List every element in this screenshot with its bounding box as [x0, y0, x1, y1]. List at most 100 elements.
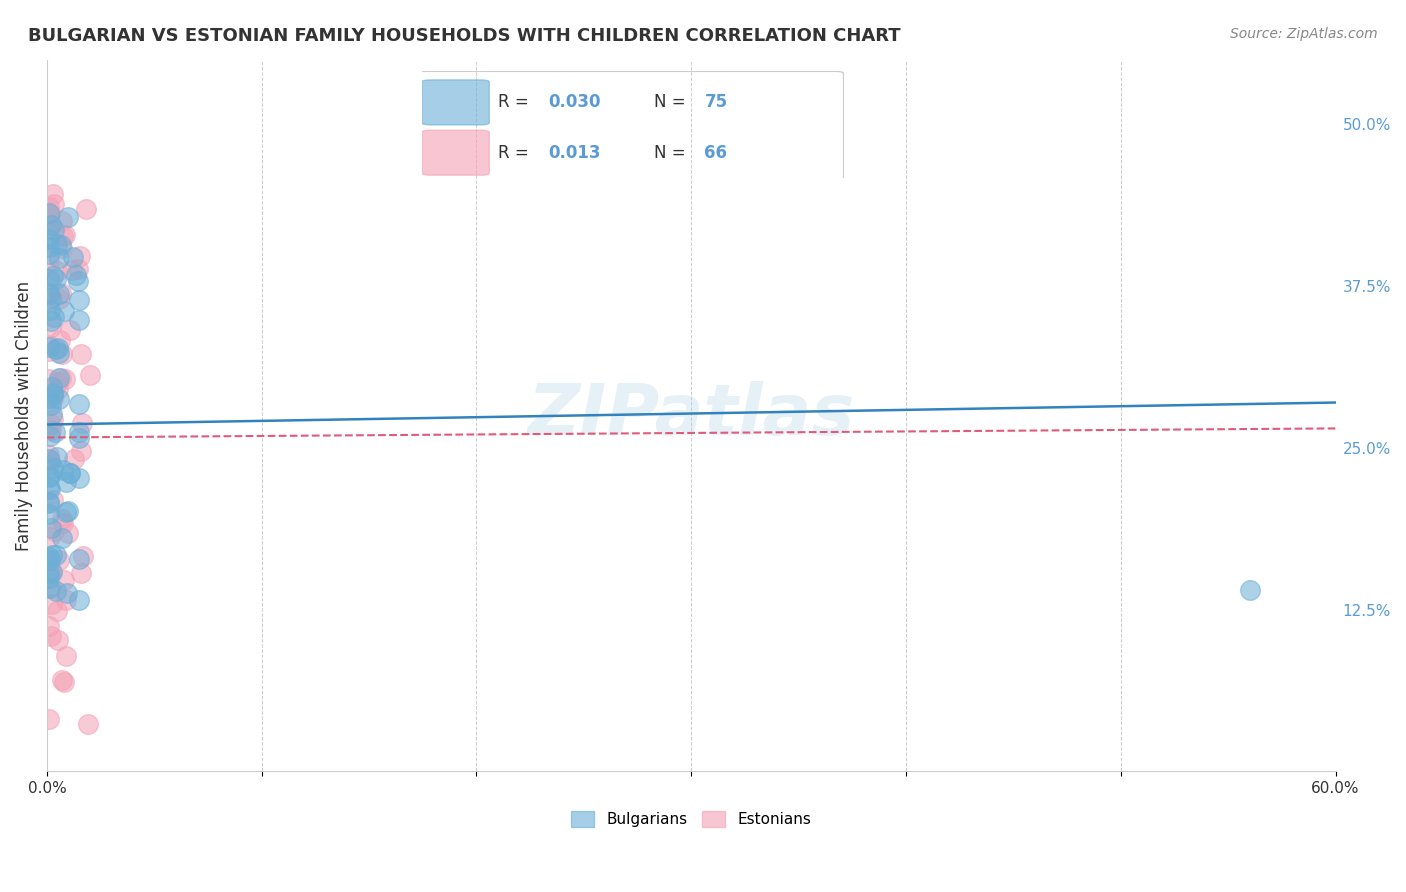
Bulgarians [67, 593, 90, 607]
Estonians [44, 524, 66, 539]
Estonians [46, 264, 69, 278]
Estonians [38, 712, 60, 726]
Estonians [62, 263, 84, 277]
Estonians [41, 412, 63, 426]
Estonians [38, 372, 60, 386]
Bulgarians [38, 340, 60, 354]
Text: R =: R = [498, 144, 534, 161]
Bulgarians [45, 583, 67, 598]
Estonians [52, 674, 75, 689]
Bulgarians [45, 548, 67, 562]
Bulgarians [44, 223, 66, 237]
Bulgarians [67, 471, 90, 485]
Bulgarians [56, 504, 79, 518]
Bulgarians [48, 392, 70, 406]
Bulgarians [41, 291, 63, 305]
Estonians [53, 228, 76, 243]
Bulgarians [38, 246, 60, 260]
Estonians [39, 458, 62, 472]
Estonians [38, 343, 60, 358]
Bulgarians [41, 566, 63, 580]
Estonians [46, 633, 69, 648]
Text: R =: R = [498, 94, 534, 112]
Text: 75: 75 [704, 94, 727, 112]
Bulgarians [41, 388, 63, 402]
Estonians [49, 285, 72, 300]
Bulgarians [38, 470, 60, 484]
Bulgarians [48, 251, 70, 265]
Estonians [38, 254, 60, 268]
Estonians [55, 649, 77, 664]
Estonians [46, 604, 69, 618]
Estonians [41, 597, 63, 611]
Estonians [69, 249, 91, 263]
Estonians [38, 200, 60, 214]
Estonians [63, 452, 86, 467]
Bulgarians [48, 346, 70, 360]
Bulgarians [67, 432, 90, 446]
Bulgarians [38, 286, 60, 301]
Bulgarians [38, 495, 60, 509]
Estonians [79, 368, 101, 383]
Estonians [38, 453, 60, 467]
Estonians [39, 629, 62, 643]
Bulgarians [59, 467, 82, 481]
Bulgarians [1239, 583, 1261, 598]
Estonians [46, 375, 69, 389]
Estonians [41, 566, 63, 580]
Estonians [39, 582, 62, 596]
Estonians [48, 553, 70, 567]
Bulgarians [42, 268, 65, 283]
Bulgarians [67, 312, 90, 326]
Bulgarians [38, 428, 60, 442]
Estonians [42, 391, 65, 405]
Bulgarians [48, 371, 70, 385]
Estonians [53, 372, 76, 386]
Estonians [39, 423, 62, 437]
Bulgarians [66, 274, 89, 288]
Estonians [77, 717, 100, 731]
Estonians [51, 347, 73, 361]
Estonians [38, 448, 60, 462]
Text: N =: N = [654, 94, 690, 112]
Estonians [51, 512, 73, 526]
Bulgarians [42, 386, 65, 401]
Estonians [38, 619, 60, 633]
Bulgarians [39, 303, 62, 318]
Estonians [48, 383, 70, 397]
Estonians [39, 319, 62, 334]
Bulgarians [39, 521, 62, 535]
Bulgarians [38, 553, 60, 567]
Bulgarians [38, 391, 60, 405]
Bulgarians [46, 236, 69, 251]
Bulgarians [38, 482, 60, 496]
Estonians [38, 530, 60, 544]
Estonians [59, 323, 82, 337]
Estonians [58, 525, 80, 540]
Bulgarians [67, 425, 90, 439]
Bulgarians [38, 452, 60, 467]
Estonians [49, 333, 72, 347]
Bulgarians [52, 463, 75, 477]
Estonians [70, 566, 93, 580]
Text: 0.013: 0.013 [548, 144, 600, 161]
Estonians [49, 371, 72, 385]
Estonians [38, 338, 60, 352]
Estonians [42, 196, 65, 211]
Bulgarians [67, 397, 90, 411]
Estonians [70, 443, 93, 458]
Estonians [55, 593, 77, 607]
Bulgarians [45, 272, 67, 286]
Estonians [70, 416, 93, 430]
Bulgarians [65, 268, 87, 282]
Bulgarians [42, 460, 65, 475]
Text: 66: 66 [704, 144, 727, 161]
Bulgarians [41, 548, 63, 562]
Estonians [51, 241, 73, 255]
Bulgarians [39, 314, 62, 328]
Bulgarians [52, 303, 75, 318]
FancyBboxPatch shape [422, 80, 489, 125]
Legend: Bulgarians, Estonians: Bulgarians, Estonians [564, 804, 820, 835]
Bulgarians [38, 468, 60, 483]
FancyBboxPatch shape [422, 130, 489, 175]
